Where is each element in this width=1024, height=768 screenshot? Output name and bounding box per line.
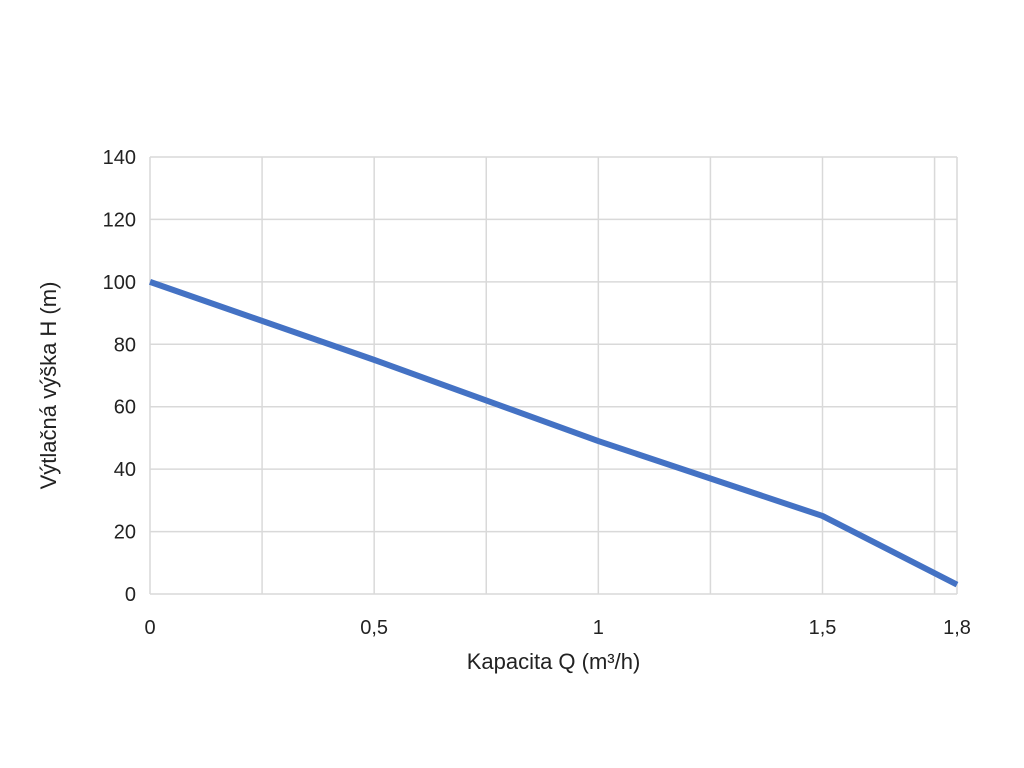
x-axis-title: Kapacita Q (m³/h) — [467, 649, 641, 674]
horizontal-grid-lines — [150, 156, 957, 595]
y-tick-label: 40 — [114, 459, 136, 481]
y-tick-label: 140 — [103, 147, 136, 169]
x-tick-label: 0 — [144, 617, 155, 639]
y-tick-label: 0 — [125, 584, 136, 606]
y-axis-title: Výtlačná výška H (m) — [36, 282, 61, 490]
y-tick-label: 120 — [103, 209, 136, 231]
series-line-0 — [149, 279, 959, 588]
y-axis-tick-labels: 0 20 40 60 80 100 120 140 — [103, 147, 136, 606]
x-tick-label: 1,5 — [809, 617, 837, 639]
y-tick-label: 100 — [103, 272, 136, 294]
x-axis-tick-labels: 0 0,5 1 1,5 1,8 — [144, 617, 970, 639]
y-tick-label: 80 — [114, 334, 136, 356]
series-layer — [149, 279, 959, 588]
vertical-grid-lines — [149, 157, 958, 594]
y-tick-label: 60 — [114, 397, 136, 419]
x-tick-label: 0,5 — [360, 617, 388, 639]
y-tick-label: 20 — [114, 522, 136, 544]
x-tick-label: 1 — [593, 617, 604, 639]
x-tick-label: 1,8 — [943, 617, 971, 639]
